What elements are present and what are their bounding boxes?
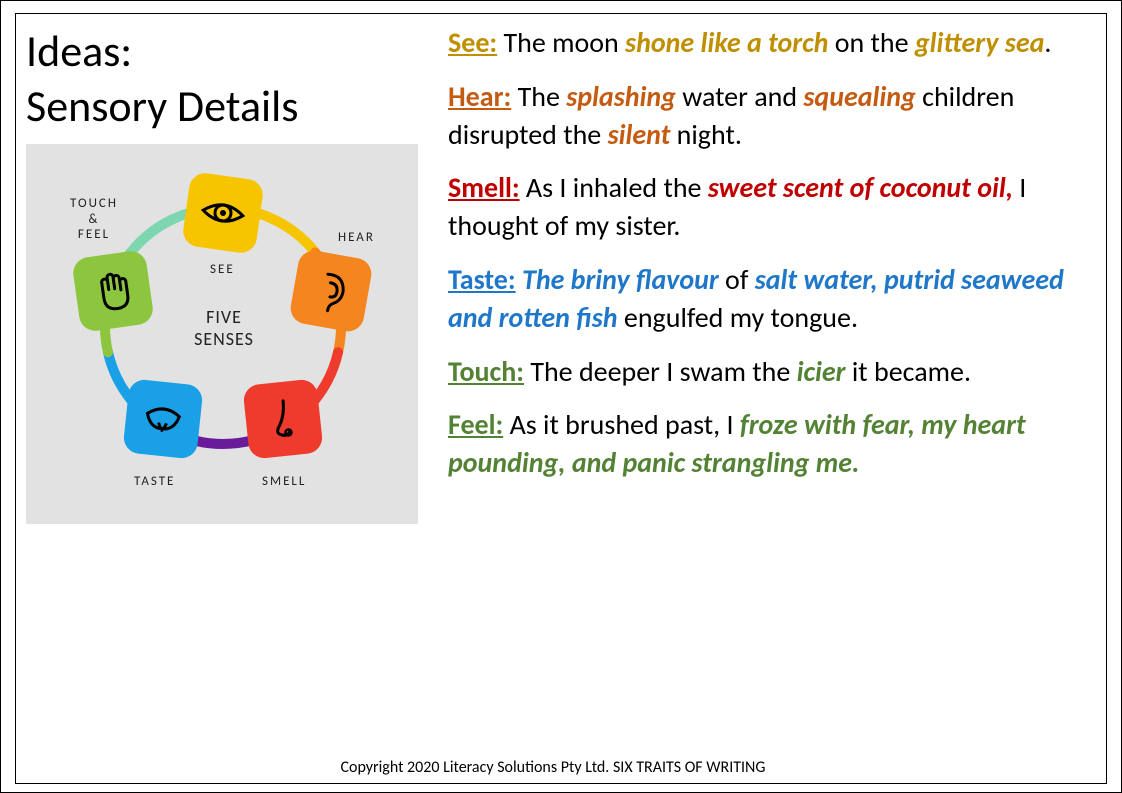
text-run: splashing bbox=[566, 79, 676, 114]
text-run: engulfed my tongue. bbox=[618, 300, 858, 335]
text-run: water and bbox=[676, 79, 803, 114]
text-run: squealing bbox=[803, 79, 915, 114]
diagram-center-label: FIVESENSES bbox=[174, 306, 274, 350]
title-line-1: Ideas: bbox=[26, 24, 132, 78]
text-run: on the bbox=[828, 25, 915, 60]
page-frame: Ideas: Sensory Details SEE HEAR SMELL TASTE… bbox=[0, 0, 1122, 793]
text-run: The briny flavour bbox=[522, 262, 719, 297]
text-run: As it brushed past, I bbox=[503, 407, 740, 442]
sense-label-touch: Touch: bbox=[448, 354, 524, 389]
touch-label: TOUCH&FEEL bbox=[70, 196, 118, 243]
entry-see: See: The moon shone like a torch on the … bbox=[448, 24, 1080, 62]
sense-label-see: See: bbox=[448, 25, 497, 60]
text-run: icier bbox=[797, 354, 846, 389]
text-run: sweet scent of coconut oil, bbox=[708, 170, 1013, 205]
hear-label: HEAR bbox=[338, 230, 375, 246]
page-title: Ideas: Sensory Details bbox=[26, 24, 418, 134]
sense-label-feel: Feel: bbox=[448, 407, 503, 442]
content-frame: Ideas: Sensory Details SEE HEAR SMELL TASTE… bbox=[15, 13, 1107, 784]
sense-label-taste: Taste: bbox=[448, 262, 516, 297]
sensory-entries: See: The moon shone like a torch on the … bbox=[418, 24, 1080, 754]
text-run: . bbox=[852, 445, 859, 480]
hear-icon bbox=[288, 248, 374, 334]
text-run: of bbox=[719, 262, 755, 297]
five-senses-diagram: SEE HEAR SMELL TASTE TOUCH&FEEL FIVESENSES bbox=[26, 144, 418, 524]
text-run: silent bbox=[608, 117, 671, 152]
text-run: shone like a torch bbox=[625, 25, 828, 60]
entry-hear: Hear: The splashing water and squealing … bbox=[448, 78, 1080, 154]
smell-icon bbox=[242, 378, 323, 459]
taste-icon bbox=[122, 378, 203, 459]
columns: Ideas: Sensory Details SEE HEAR SMELL TASTE… bbox=[26, 24, 1080, 754]
text-run: night. bbox=[670, 117, 742, 152]
sense-label-smell: Smell: bbox=[448, 170, 520, 205]
text-run: glittery sea bbox=[915, 25, 1045, 60]
entry-smell: Smell: As I inhaled the sweet scent of c… bbox=[448, 169, 1080, 245]
entry-touch: Touch: The deeper I swam the icier it be… bbox=[448, 353, 1080, 391]
footer-copyright: Copyright 2020 Literacy Solutions Pty Lt… bbox=[26, 754, 1080, 777]
smell-label: SMELL bbox=[262, 474, 306, 490]
title-line-2: Sensory Details bbox=[26, 79, 298, 133]
text-run: it became. bbox=[846, 354, 972, 389]
text-run: The deeper I swam the bbox=[524, 354, 797, 389]
text-run: The moon bbox=[497, 25, 625, 60]
entry-taste: Taste: The briny flavour of salt water, … bbox=[448, 261, 1080, 337]
text-run: . bbox=[1044, 25, 1051, 60]
touch-icon bbox=[71, 249, 155, 333]
see-label: SEE bbox=[210, 262, 235, 278]
sense-label-hear: Hear: bbox=[448, 79, 511, 114]
taste-label: TASTE bbox=[134, 474, 175, 490]
text-run: The bbox=[511, 79, 566, 114]
text-run: As I inhaled the bbox=[520, 170, 708, 205]
entry-feel: Feel: As it brushed past, I froze with f… bbox=[448, 406, 1080, 482]
see-icon bbox=[181, 171, 265, 255]
left-column: Ideas: Sensory Details SEE HEAR SMELL TASTE… bbox=[26, 24, 418, 754]
